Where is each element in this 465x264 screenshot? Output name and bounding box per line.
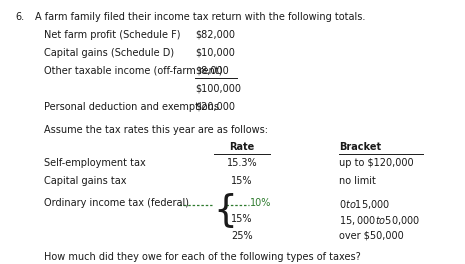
Text: over $50,000: over $50,000 [339, 231, 404, 241]
Text: 25%: 25% [231, 231, 252, 241]
Text: A farm family filed their income tax return with the following totals.: A farm family filed their income tax ret… [35, 12, 365, 22]
Text: Bracket: Bracket [339, 142, 382, 152]
Text: 15.3%: 15.3% [226, 158, 257, 168]
Text: Net farm profit (Schedule F): Net farm profit (Schedule F) [44, 30, 181, 40]
Text: Personal deduction and exemptions: Personal deduction and exemptions [44, 102, 219, 112]
Text: 15%: 15% [231, 214, 252, 224]
Text: Self-employment tax: Self-employment tax [44, 158, 146, 168]
Text: $20,000: $20,000 [195, 102, 235, 112]
Text: $82,000: $82,000 [195, 30, 235, 40]
Text: Other taxable income (off-farm rent): Other taxable income (off-farm rent) [44, 66, 223, 76]
Text: How much did they owe for each of the following types of taxes?: How much did they owe for each of the fo… [44, 252, 361, 262]
Text: up to $120,000: up to $120,000 [339, 158, 414, 168]
Text: no limit: no limit [339, 176, 376, 186]
Text: 15%: 15% [231, 176, 252, 186]
Text: Rate: Rate [229, 142, 254, 152]
Text: 6.: 6. [15, 12, 24, 22]
Text: $10,000: $10,000 [195, 48, 235, 58]
Text: 10%: 10% [250, 198, 272, 208]
Text: $8,000: $8,000 [195, 66, 229, 76]
Text: Capital gains (Schedule D): Capital gains (Schedule D) [44, 48, 174, 58]
Text: Ordinary income tax (federal): Ordinary income tax (federal) [44, 198, 189, 208]
Text: $15,000 to $50,000: $15,000 to $50,000 [339, 214, 421, 228]
Text: $100,000: $100,000 [195, 84, 241, 94]
Text: Assume the tax rates this year are as follows:: Assume the tax rates this year are as fo… [44, 125, 268, 135]
Text: $0 to $15,000: $0 to $15,000 [339, 198, 391, 211]
Text: {: { [213, 193, 237, 229]
Text: Capital gains tax: Capital gains tax [44, 176, 126, 186]
